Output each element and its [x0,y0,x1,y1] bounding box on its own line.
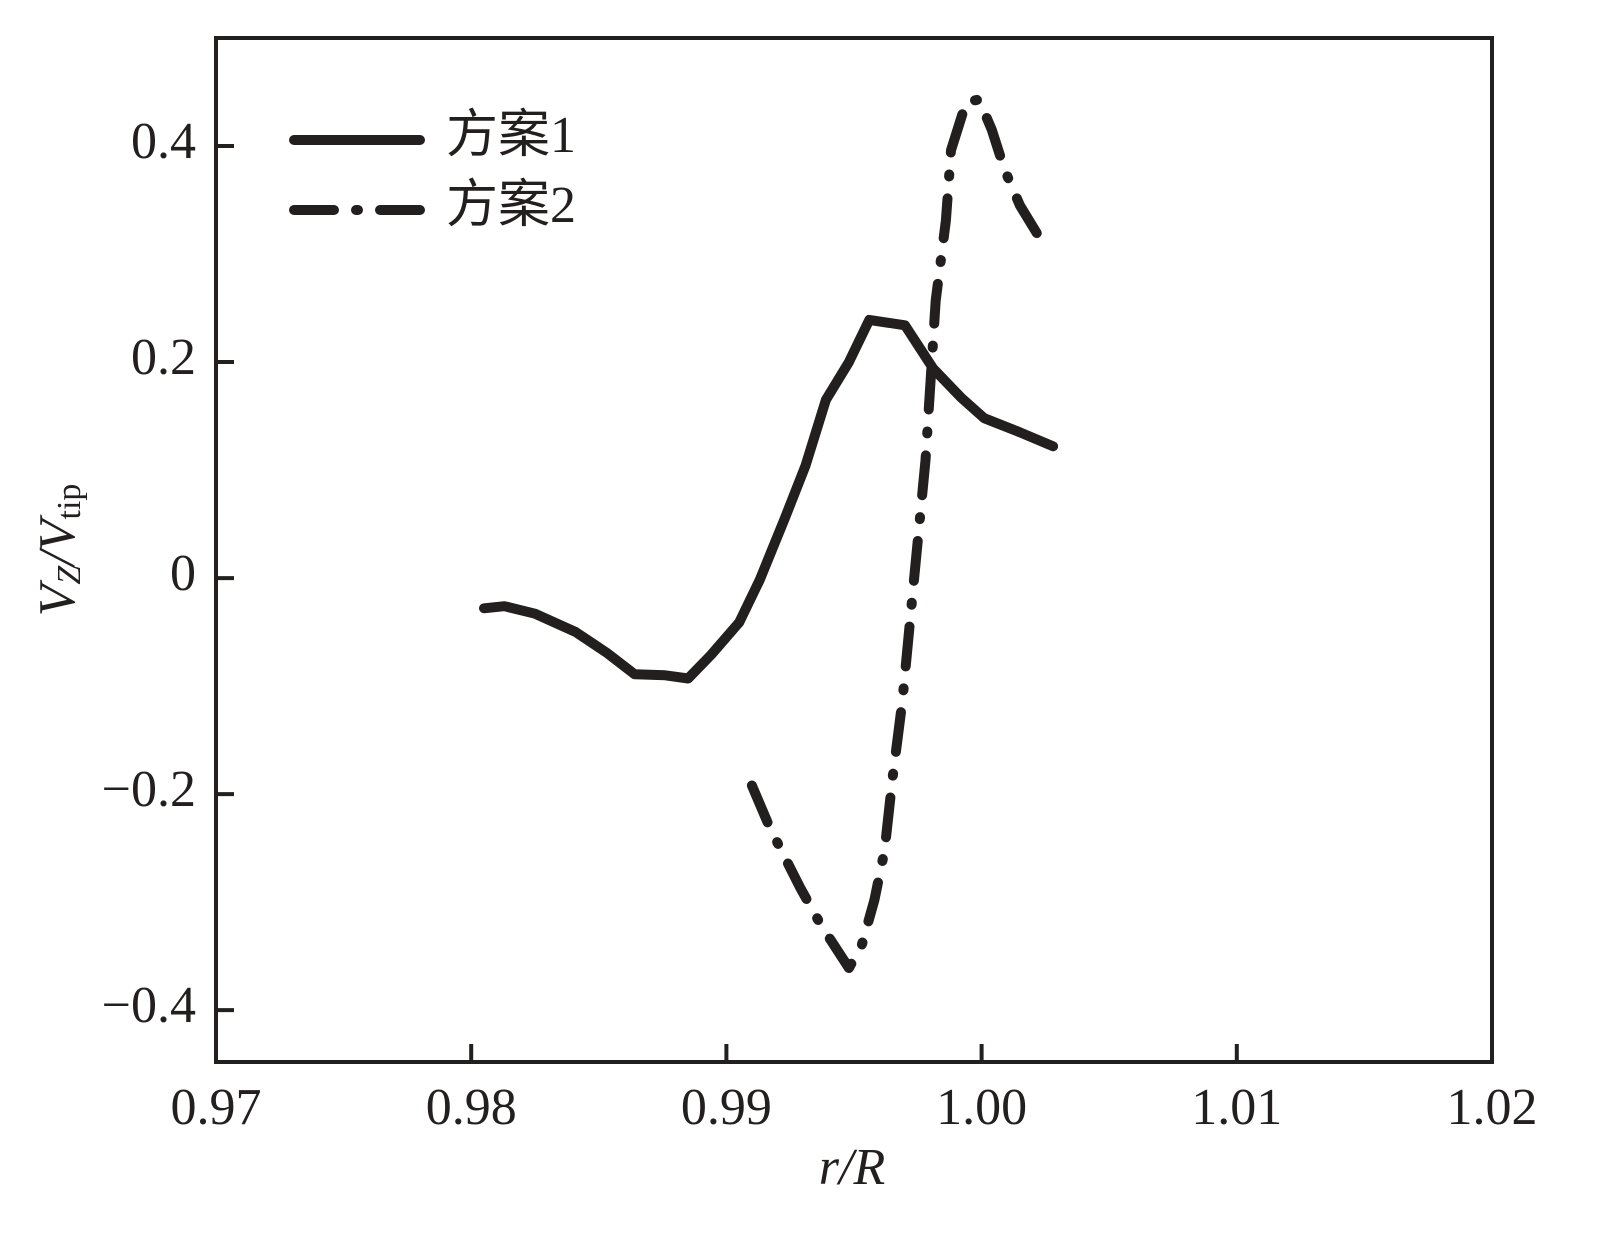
y-tick-label: −0.2 [102,761,196,818]
y-label-part: tip [51,484,88,520]
x-axis-label: r/R [819,1139,885,1196]
x-tick-label: 0.98 [426,1079,517,1136]
x-tick-label: 0.97 [171,1079,262,1136]
y-label-part: Z [51,565,88,585]
x-tick-label: 0.99 [681,1079,772,1136]
legend-label: 方案2 [446,177,576,234]
y-tick-label: 0.2 [131,329,196,386]
legend-label: 方案1 [446,107,576,164]
y-label-part: /V [29,514,86,568]
data-line [746,94,1043,973]
x-tick-label: 1.01 [1191,1079,1282,1136]
x-tick-label: 1.02 [1447,1079,1538,1136]
y-label-part: V [29,579,86,616]
data-line [479,314,1059,684]
y-tick-label: 0 [170,545,196,602]
y-tick-label: −0.4 [102,977,196,1034]
plot-frame [214,36,1494,1064]
x-tick-label: 1.00 [936,1079,1027,1136]
y-tick-label: 0.4 [131,113,196,170]
y-axis-label: VZ/Vtip [29,484,88,617]
